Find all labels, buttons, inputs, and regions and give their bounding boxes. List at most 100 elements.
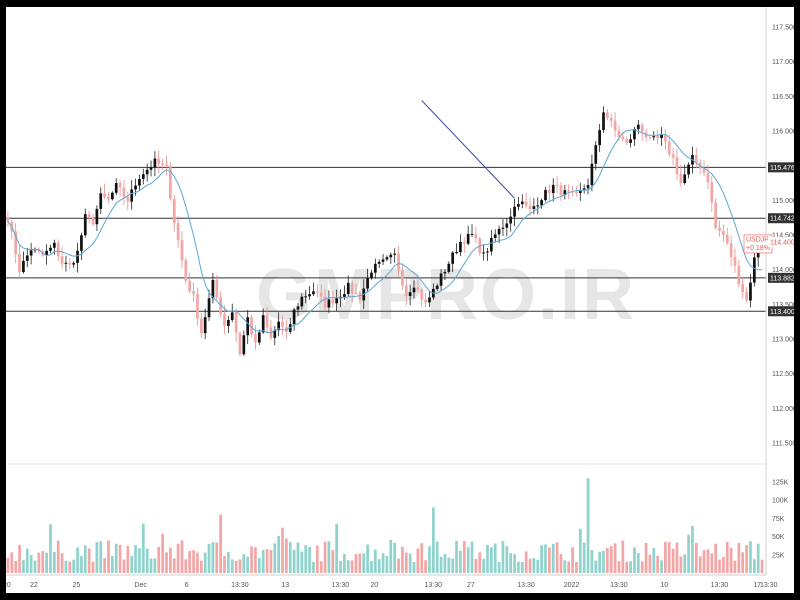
- volume-bar: [617, 561, 621, 573]
- volume-bar: [590, 549, 594, 573]
- candle-body: [679, 173, 683, 184]
- volume-bar: [327, 541, 331, 573]
- volume-bar: [343, 554, 346, 573]
- volume-bar: [346, 560, 350, 573]
- candle-body: [559, 185, 563, 195]
- volume-bar: [95, 542, 99, 573]
- volume-bar: [41, 551, 45, 573]
- candle-body: [56, 242, 60, 257]
- candle-body: [660, 134, 663, 138]
- time-tick-label-15: 13:30: [711, 582, 729, 589]
- candle-body: [292, 309, 296, 325]
- volume-bar: [613, 543, 617, 573]
- candle-body: [718, 227, 721, 232]
- candle-body: [343, 293, 346, 297]
- volume-tick-label-2: 75K: [772, 516, 785, 523]
- level-tag-0: [768, 162, 794, 173]
- volume-bar: [165, 552, 168, 573]
- volume-bar: [126, 545, 130, 573]
- volume-bar: [281, 527, 284, 573]
- volume-bar: [501, 541, 505, 573]
- volume-bar: [486, 544, 489, 573]
- price-tick-label-5: 115.000: [772, 198, 794, 205]
- candle-body: [169, 165, 172, 199]
- volume-bar: [602, 550, 605, 573]
- time-tick-label-5: 13:30: [231, 582, 249, 589]
- volume-bar: [428, 546, 431, 573]
- time-tick-label-17: 13:30: [760, 582, 778, 589]
- volume-bar: [199, 560, 203, 573]
- candle-body: [586, 185, 590, 189]
- volume-bar: [625, 561, 629, 573]
- candle-body: [420, 289, 424, 300]
- volume-bar: [134, 545, 137, 573]
- volume-bar: [660, 560, 663, 573]
- candle-body: [497, 228, 501, 235]
- volume-bar: [725, 542, 729, 573]
- volume-bar: [466, 547, 470, 573]
- candle-body: [602, 112, 605, 131]
- candle-body: [80, 235, 83, 251]
- volume-bar: [536, 559, 540, 573]
- volume-bar: [733, 560, 737, 573]
- candle-body: [520, 201, 524, 205]
- volume-bar: [532, 558, 536, 573]
- volume-bar: [169, 547, 172, 573]
- volume-bar: [520, 562, 524, 573]
- volume-bar: [760, 559, 764, 573]
- chart-frame: GMPRO.IR 117.500 117.000 116.500 116.000 115…: [6, 7, 794, 593]
- candle-body: [447, 263, 451, 272]
- candle-body: [466, 233, 470, 244]
- volume-bar: [14, 561, 18, 573]
- candle-body: [149, 167, 153, 170]
- volume-bar: [509, 553, 513, 573]
- moving-average: [7, 129, 763, 334]
- time-tick-label-10: 27: [467, 582, 475, 589]
- usdjpy-chart[interactable]: GMPRO.IR 117.500 117.000 116.500 116.000 115…: [6, 7, 794, 593]
- volume-bar: [180, 540, 184, 573]
- candle-body: [636, 124, 640, 130]
- volume-bar: [594, 560, 598, 573]
- volume-bar: [203, 552, 207, 573]
- volume-bar: [25, 548, 29, 573]
- candle-body: [141, 174, 145, 179]
- candle-body: [397, 253, 400, 271]
- volume-bar: [242, 554, 246, 573]
- candle-body: [385, 257, 389, 260]
- candle-body: [408, 292, 412, 297]
- volume-bar: [219, 514, 222, 573]
- volume-bar: [80, 556, 83, 573]
- volume-bar: [103, 558, 106, 573]
- candle-body: [354, 292, 358, 294]
- candle-body: [606, 112, 609, 118]
- volume-bar: [145, 548, 149, 573]
- volume-bar: [752, 559, 756, 573]
- volume-bar: [722, 556, 725, 573]
- volume-bar: [377, 559, 381, 573]
- volume-bar: [667, 542, 671, 573]
- candle-body: [257, 332, 261, 343]
- candle-body: [281, 321, 284, 328]
- volume-bar: [741, 552, 745, 573]
- volume-bar: [227, 551, 230, 573]
- volume-bar: [292, 549, 296, 573]
- candle-body: [401, 270, 404, 286]
- candle-body: [393, 253, 397, 255]
- volume-bar: [517, 561, 520, 573]
- candle-body: [459, 242, 462, 253]
- volume-bar: [737, 542, 741, 573]
- candle-body: [544, 189, 547, 201]
- volume-bar: [22, 560, 25, 573]
- trendline: [421, 100, 515, 199]
- volume-bar: [718, 559, 721, 573]
- volume-tick-label-0: 125K: [772, 479, 789, 486]
- volume-bar: [110, 556, 114, 573]
- volume-bar: [567, 561, 571, 573]
- volume-bar: [540, 545, 543, 573]
- candle-body: [590, 163, 594, 186]
- candle-body: [412, 287, 416, 293]
- volume-bar: [107, 540, 110, 573]
- candle-body: [733, 256, 737, 266]
- volume-bar: [358, 553, 362, 573]
- candle-body: [563, 190, 567, 195]
